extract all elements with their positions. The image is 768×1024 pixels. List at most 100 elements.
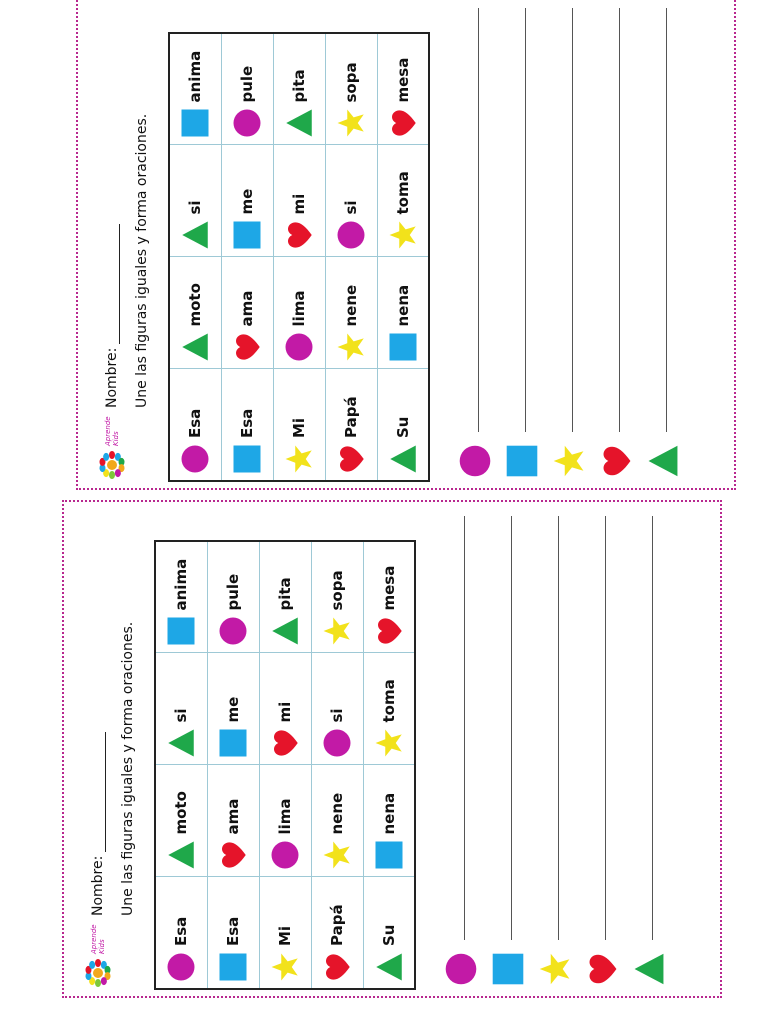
grid-word: ama <box>224 798 242 835</box>
grid-word: nene <box>342 284 360 327</box>
heart-icon <box>222 842 246 869</box>
grid-cell: ama <box>207 765 259 877</box>
grid-cell: moto <box>155 765 207 877</box>
circle-icon <box>167 953 195 981</box>
grid-cell: pita <box>273 33 325 145</box>
logo: Aprende Kids <box>78 924 118 990</box>
answer-line-row[interactable] <box>82 8 126 488</box>
answer-line-row[interactable] <box>628 516 670 986</box>
grid-word: mi <box>290 193 308 215</box>
square-icon <box>506 445 538 477</box>
answer-line[interactable] <box>464 516 465 940</box>
worksheet-top: Aprende Kids Nombre: Une las figuras igual… <box>82 0 732 488</box>
grid-cell: me <box>221 145 273 257</box>
triangle-icon <box>182 222 208 249</box>
answer-line-row[interactable] <box>595 8 637 478</box>
grid-cell: anima <box>155 541 207 653</box>
grid-word: nena <box>379 792 398 835</box>
circle-icon <box>285 334 313 361</box>
logo: Aprende Kids <box>92 416 132 482</box>
answer-line[interactable] <box>558 516 559 940</box>
answer-line-row[interactable] <box>487 516 529 986</box>
grid-word: me <box>238 188 256 215</box>
grid-word: mesa <box>379 565 398 611</box>
answer-line[interactable] <box>619 8 620 432</box>
grid-cell: nena <box>377 257 429 369</box>
grid-word: Mi <box>276 925 294 946</box>
answer-line-row[interactable] <box>440 516 482 986</box>
square-icon <box>492 953 524 985</box>
grid-word: Papá <box>328 904 346 946</box>
answer-line-row[interactable] <box>501 8 543 478</box>
circle-icon <box>233 110 261 137</box>
grid-cell: si <box>169 145 221 257</box>
grid-cell: pita <box>259 541 311 653</box>
grid-word: toma <box>379 679 398 723</box>
grid-cell: Papá <box>311 877 363 989</box>
star-icon <box>539 953 570 985</box>
answer-line-row[interactable] <box>581 516 623 986</box>
grid-word: si <box>172 708 191 723</box>
grid-cell: si <box>325 145 377 257</box>
answer-line[interactable] <box>525 8 526 432</box>
grid-cell: nena <box>363 765 415 877</box>
triangle-icon <box>182 334 208 361</box>
grid-cell: nene <box>311 765 363 877</box>
grid-cell: Esa <box>155 877 207 989</box>
grid-cell: Papá <box>325 369 377 481</box>
grid-row: Papá nene si sopa <box>311 541 363 989</box>
square-icon <box>181 110 209 137</box>
worksheet-top-frame: Aprende Kids Nombre: Une las figuras igual… <box>76 0 736 490</box>
answer-line[interactable] <box>511 516 512 940</box>
grid-word: lima <box>276 798 294 835</box>
grid-cell: pule <box>207 541 259 653</box>
answer-line-row[interactable] <box>548 8 590 478</box>
answer-line-row[interactable] <box>642 8 684 478</box>
square-icon <box>167 618 195 645</box>
logo-icon <box>85 959 111 987</box>
answer-line-row[interactable] <box>454 8 496 478</box>
grid-word: me <box>224 696 242 723</box>
heart-icon <box>340 446 364 472</box>
grid-cell: nene <box>325 257 377 369</box>
grid-cell: me <box>207 653 259 765</box>
grid-cell: si <box>155 653 207 765</box>
answer-line[interactable] <box>478 8 479 432</box>
grid-row: Papá nene si sopa <box>325 33 377 481</box>
grid-word: moto <box>172 791 191 835</box>
answer-line-row[interactable] <box>534 516 576 986</box>
answer-line-row[interactable] <box>68 516 112 996</box>
grid-cell: Esa <box>207 877 259 989</box>
grid-word: Papá <box>342 396 360 438</box>
grid-word: toma <box>393 171 412 215</box>
grid-cell: toma <box>377 145 429 257</box>
square-icon <box>233 222 261 249</box>
grid-word: nene <box>328 792 346 835</box>
grid-word: Esa <box>238 408 256 438</box>
grid-word: Su <box>393 416 412 438</box>
grid-word: Esa <box>186 408 205 438</box>
grid-cell: anima <box>169 33 221 145</box>
grid-cell: sopa <box>325 33 377 145</box>
grid-word: moto <box>186 283 205 327</box>
instruction-text: Une las figuras iguales y forma oracione… <box>134 113 150 408</box>
answer-line[interactable] <box>605 516 606 940</box>
star-icon <box>337 110 364 137</box>
circle-icon <box>337 222 365 249</box>
grid-row: Mi lima mi pita <box>273 33 325 481</box>
grid-word: Esa <box>172 916 191 946</box>
grid-cell: Mi <box>259 877 311 989</box>
instruction-text: Une las figuras iguales y forma oracione… <box>120 621 136 916</box>
answer-line[interactable] <box>572 8 573 432</box>
grid-word: sopa <box>342 62 360 103</box>
grid-word: pule <box>224 573 242 611</box>
circle-icon <box>323 730 351 757</box>
answer-line[interactable] <box>666 8 667 432</box>
answer-line[interactable] <box>652 516 653 940</box>
grid-cell: lima <box>259 765 311 877</box>
heart-icon <box>326 954 350 980</box>
heart-icon <box>377 618 402 645</box>
grid-row: Su nena toma mesa <box>377 33 429 481</box>
logo-icon <box>99 451 125 479</box>
worksheet-bottom: Aprende Kids Nombre: Une las figuras igual… <box>68 506 718 996</box>
